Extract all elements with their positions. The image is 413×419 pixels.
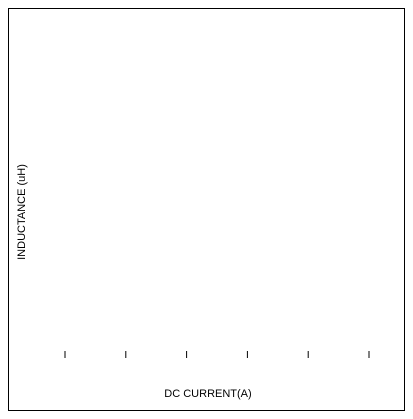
x-axis-label: DC CURRENT(A) [164,388,251,400]
x-axis-ticks [64,351,370,358]
chart-frame [8,8,405,411]
y-axis-label: INDUCTANCE (uH) [16,164,28,260]
